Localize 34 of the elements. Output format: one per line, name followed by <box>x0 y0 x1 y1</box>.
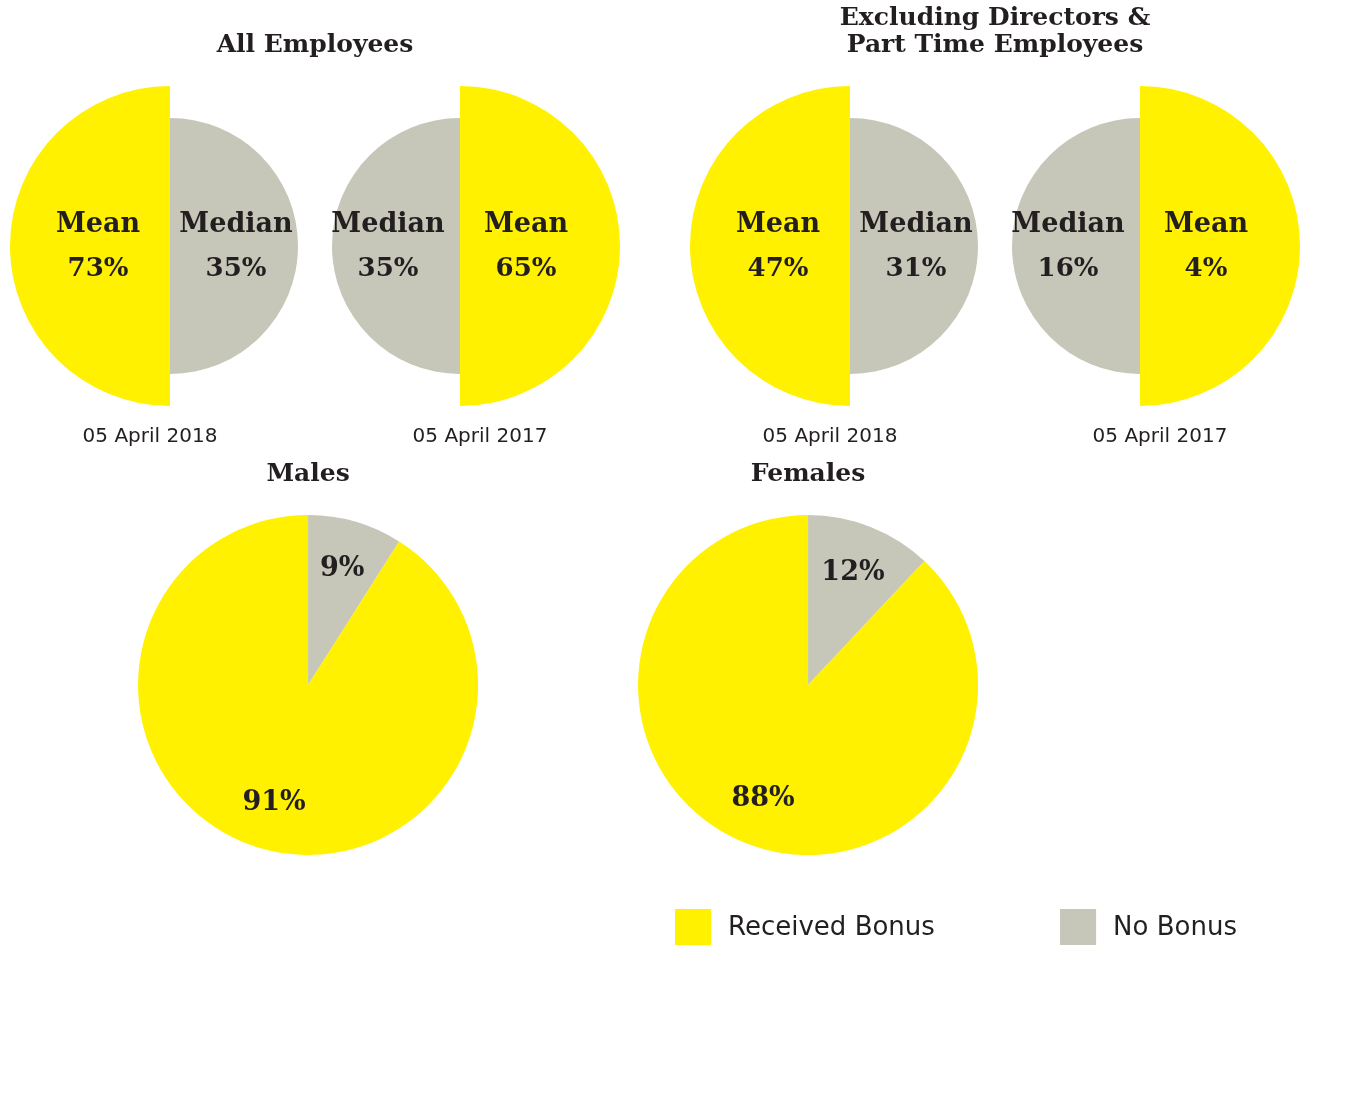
category-label: Median <box>331 207 446 238</box>
category-label: Median <box>179 207 294 238</box>
data-label: 4% <box>1184 252 1228 282</box>
pie-slice <box>808 515 925 685</box>
category-label: Median <box>859 207 974 238</box>
text: Excluding Directors & Part Time Employees <box>839 2 1151 58</box>
category-label: Mean <box>55 207 141 238</box>
data-label: 73% <box>67 252 129 282</box>
data-label: 88% <box>731 781 795 813</box>
data-label: 91% <box>242 785 306 817</box>
pie-slice <box>638 515 978 855</box>
chart-title: Females <box>750 458 866 487</box>
data-label: 35% <box>357 252 419 282</box>
text: 05 April 2017 <box>412 423 548 447</box>
legend-label: Received Bonus <box>728 911 935 941</box>
pie-slice <box>308 515 400 685</box>
chart-title: Males <box>266 458 350 487</box>
legend-label: No Bonus <box>1113 911 1237 941</box>
data-label: 35% <box>205 252 267 282</box>
text: 05 April 2018 <box>82 423 218 447</box>
category-label: Mean <box>735 207 821 238</box>
text: 05 April 2018 <box>762 423 898 447</box>
text: 05 April 2017 <box>1092 423 1228 447</box>
category-label: Median <box>1011 207 1126 238</box>
category-label: Mean <box>483 207 569 238</box>
data-label: 65% <box>495 252 557 282</box>
pie-slice <box>138 515 478 855</box>
data-label: 12% <box>821 554 885 586</box>
data-label: 47% <box>747 252 809 282</box>
category-label: Mean <box>1163 207 1249 238</box>
data-label: 31% <box>885 252 947 282</box>
data-label: 16% <box>1037 252 1099 282</box>
data-label: 9% <box>319 550 365 582</box>
text: All Employees <box>215 29 414 58</box>
